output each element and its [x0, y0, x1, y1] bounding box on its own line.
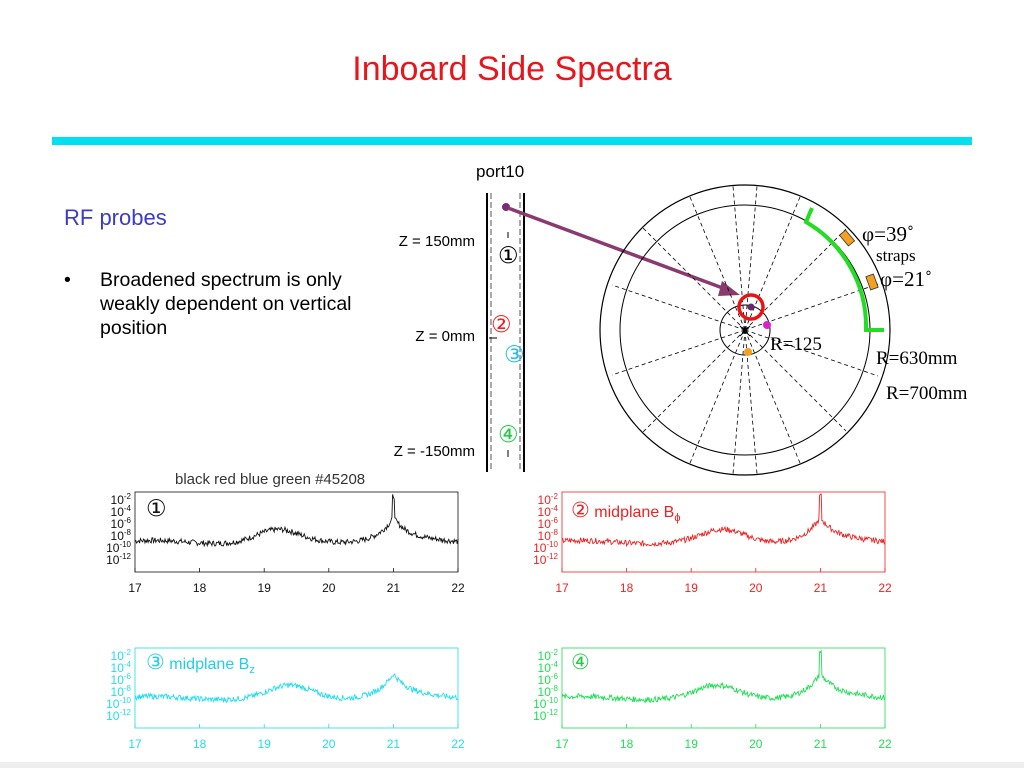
plot-3-xtick: 20 — [322, 737, 336, 751]
plot-1-xtick: 18 — [193, 581, 207, 595]
plot-2-xtick: 17 — [555, 581, 569, 595]
plot-1-number: ① — [146, 496, 167, 522]
plot-2-tag: ② midplane Bϕ — [571, 498, 681, 525]
plot-3-subscript: z — [249, 664, 255, 677]
plot-4-xtick: 17 — [555, 737, 569, 751]
plot-1-frame — [134, 491, 459, 573]
r-700-label: R=700mm — [886, 383, 968, 404]
plot-2-xtick: 21 — [814, 581, 828, 595]
plot-2-subscript: ϕ — [674, 512, 681, 525]
z-label-top: Z = 150mm — [398, 233, 475, 250]
plot-2-xtick: 18 — [620, 581, 634, 595]
plot-2-number: ② — [571, 498, 590, 522]
plot-4-number: ④ — [571, 650, 590, 674]
plot-2-xtick: 19 — [685, 581, 699, 595]
plot-2-frame — [561, 491, 886, 573]
bullet-text: Broadened spectrum is only weakly depend… — [100, 269, 352, 339]
footer-strip — [0, 762, 1024, 768]
phi-21-label: φ=21˚ — [880, 267, 932, 291]
plot-3-xtick: 18 — [193, 737, 207, 751]
probe-number-2: ② — [491, 312, 512, 338]
top-view-diagram — [599, 184, 891, 476]
plot-3-spectrum-line — [134, 673, 459, 704]
plot-1-xtick: 20 — [322, 581, 336, 595]
plot-4-xtick: 19 — [685, 737, 699, 751]
plot-3-tag: ③ midplane Bz — [146, 650, 255, 677]
plot-4-xtick: 18 — [620, 737, 634, 751]
title-rule — [52, 137, 972, 145]
plot-4-xtick: 22 — [878, 737, 892, 751]
plot-3-xtick: 19 — [258, 737, 272, 751]
port-label: port10 — [476, 162, 525, 181]
plot-2-ytick: 10-12 — [533, 552, 558, 567]
plot-3-xtick: 22 — [451, 737, 465, 751]
probe-column — [486, 193, 525, 472]
plot-4-frame — [561, 647, 886, 729]
plot-3-number: ③ — [146, 650, 165, 674]
slide-title: Inboard Side Spectra — [352, 50, 672, 88]
plot-2-xtick: 22 — [878, 581, 892, 595]
plot-4-ytick: 10-12 — [533, 708, 558, 723]
plot-1-ytick: 10-12 — [106, 552, 131, 567]
pointer-arrow — [502, 203, 740, 296]
plot-1-xtick: 22 — [451, 581, 465, 595]
plot-1-spectrum-line — [134, 494, 459, 548]
plot-3-xtick: 21 — [387, 737, 401, 751]
phi-39-label: φ=39˚ — [862, 222, 914, 246]
plot-1-xtick: 21 — [387, 581, 401, 595]
probe-number-1: ① — [498, 243, 519, 269]
bullet-symbol: • — [64, 269, 71, 291]
plot-4-spectrum-line — [561, 649, 886, 704]
r-630-label: R=630mm — [876, 348, 958, 369]
plot-3-frame — [134, 647, 459, 729]
plot-1-xtick: 19 — [258, 581, 272, 595]
probe-number-3: ③ — [504, 342, 525, 368]
plot-1-xtick: 17 — [128, 581, 142, 595]
plot-1-tag: ① — [146, 498, 167, 521]
rf-probes-heading: RF probes — [64, 205, 167, 230]
plot-3-xtick: 17 — [128, 737, 142, 751]
z-label-bottom: Z = -150mm — [393, 443, 475, 460]
probe-number-4: ④ — [498, 422, 519, 448]
plot-4-xtick: 20 — [749, 737, 763, 751]
plot-2-xtick: 20 — [749, 581, 763, 595]
r-125-label: R=125 — [770, 334, 822, 355]
z-label-mid: Z = 0mm — [415, 328, 475, 345]
plot-3-label: midplane B — [169, 656, 250, 673]
plot-4-tag: ④ — [571, 652, 590, 674]
plot-4-xtick: 21 — [814, 737, 828, 751]
plot-2-label: midplane B — [594, 504, 675, 521]
plot-2-spectrum-line — [561, 493, 886, 548]
shot-label: black red blue green #45208 — [175, 471, 366, 488]
straps-label: straps — [876, 246, 916, 265]
plot-3-ytick: 10-12 — [106, 708, 131, 723]
